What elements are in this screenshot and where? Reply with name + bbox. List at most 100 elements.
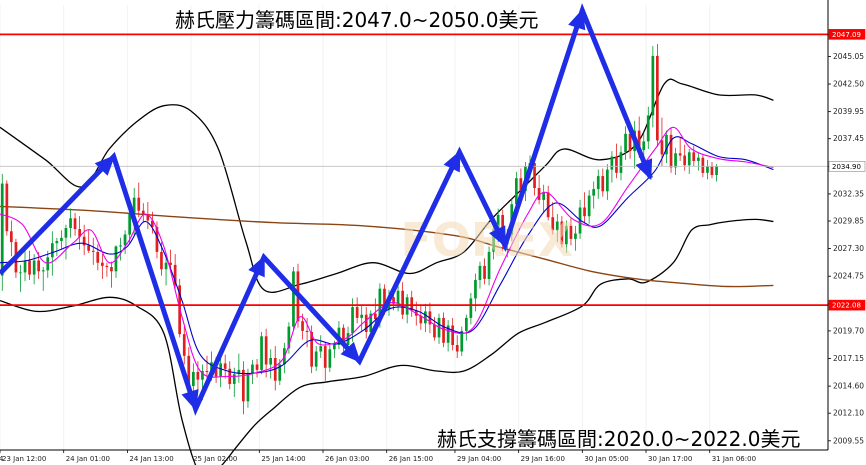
candle-body	[278, 364, 282, 381]
annotation-arrowhead	[340, 341, 361, 363]
price-tick-label: 2012.10	[833, 409, 864, 418]
candle-body	[251, 364, 254, 374]
annotation-arrowhead	[248, 255, 265, 278]
candle-body	[592, 189, 595, 196]
candle-body	[141, 210, 145, 214]
time-tick-label: 24 Jan 01:00	[66, 455, 110, 463]
bollinger-lower-line	[0, 218, 774, 465]
candle-body	[342, 327, 345, 345]
candle-body	[587, 195, 591, 217]
annotation-arrow-layer	[0, 3, 653, 416]
candle-body	[519, 178, 523, 192]
candle-body	[369, 313, 373, 332]
candle-body	[119, 245, 122, 247]
candle-body	[41, 270, 45, 272]
candle-body	[64, 228, 68, 238]
candle-body	[533, 163, 536, 188]
candle-body	[301, 321, 304, 331]
candle-body	[169, 262, 172, 265]
candle-body	[287, 326, 291, 349]
candle-body	[710, 166, 714, 175]
candle-body	[5, 183, 9, 232]
price-tick-label: 2042.50	[833, 80, 864, 89]
candle-body	[478, 265, 482, 280]
current-price-tag	[828, 161, 866, 172]
time-tick-label: 26 Jan 03:00	[325, 455, 369, 463]
candle-body	[637, 130, 641, 151]
candle-body	[574, 233, 577, 239]
candle-body	[78, 229, 81, 237]
time-tick-label: 25 Jan 02:00	[193, 455, 237, 463]
support-zone-label: 赫氏支撐籌碼區間:2020.0~2022.0美元	[437, 427, 800, 451]
candle-body	[687, 152, 691, 166]
candle-body	[333, 345, 336, 350]
candle-body	[32, 260, 36, 275]
candle-body	[310, 332, 313, 367]
candle-body	[460, 330, 464, 352]
candle-body	[601, 176, 605, 192]
price-tick-label: 2019.70	[833, 326, 864, 335]
candle-body	[396, 290, 400, 304]
candle-body	[160, 251, 163, 270]
candle-body	[474, 280, 477, 299]
candle-body	[151, 220, 154, 227]
candle-body	[692, 152, 696, 161]
candle-body	[87, 245, 90, 251]
candle-body	[678, 153, 682, 156]
level-price-tag	[828, 299, 866, 311]
candle-body	[46, 257, 50, 271]
candle-body	[82, 236, 86, 246]
candle-body	[137, 197, 141, 211]
candle-body	[114, 246, 118, 272]
price-tick-label: 2017.15	[833, 354, 864, 363]
candle-body	[674, 153, 677, 168]
candle-body	[210, 362, 213, 372]
price-tick-label: 2032.35	[833, 189, 864, 198]
candle-body	[683, 155, 686, 166]
price-tick-label: 2039.95	[833, 107, 864, 116]
candle-body	[555, 221, 559, 231]
price-tick-label: 2037.45	[833, 134, 864, 143]
candle-body	[419, 315, 423, 324]
candle-body	[446, 325, 450, 343]
candle-body	[146, 214, 150, 221]
price-tick-label: 2027.30	[833, 244, 864, 253]
candle-body	[73, 218, 77, 230]
candle-body	[433, 324, 436, 338]
annotation-arrowhead	[635, 158, 653, 181]
price-tick-label: 2014.60	[833, 382, 864, 391]
candle-body	[219, 363, 222, 377]
candle-body	[392, 297, 395, 304]
candle-body	[496, 215, 500, 230]
candle-body	[378, 288, 382, 319]
candle-body	[110, 267, 113, 272]
ma-slow-line	[0, 205, 774, 288]
candle-body	[610, 156, 614, 170]
candle-body	[515, 178, 518, 205]
candle-body	[596, 176, 600, 190]
candle-body	[360, 314, 363, 318]
candle-body	[242, 369, 245, 402]
candle-body	[201, 371, 204, 380]
level-price-tag-label: 2022.08	[832, 302, 861, 310]
candle-body	[660, 140, 664, 155]
candle-body	[697, 157, 700, 161]
annotation-arrowhead	[443, 150, 461, 173]
candle-body	[232, 374, 236, 384]
candle-body	[187, 355, 191, 387]
candle-body	[483, 265, 486, 279]
current-price-tag-label: 2034.90	[832, 163, 861, 171]
candle-body	[355, 307, 359, 318]
candle-body	[60, 237, 63, 241]
candle-body	[264, 336, 268, 365]
candle-body	[205, 371, 209, 373]
candle-body	[656, 55, 659, 141]
level-price-tag-label: 2047.09	[832, 31, 861, 39]
candle-body	[642, 141, 646, 151]
candle-body	[260, 336, 263, 370]
annotation-arrowhead	[489, 225, 506, 248]
candle-body	[314, 351, 318, 367]
